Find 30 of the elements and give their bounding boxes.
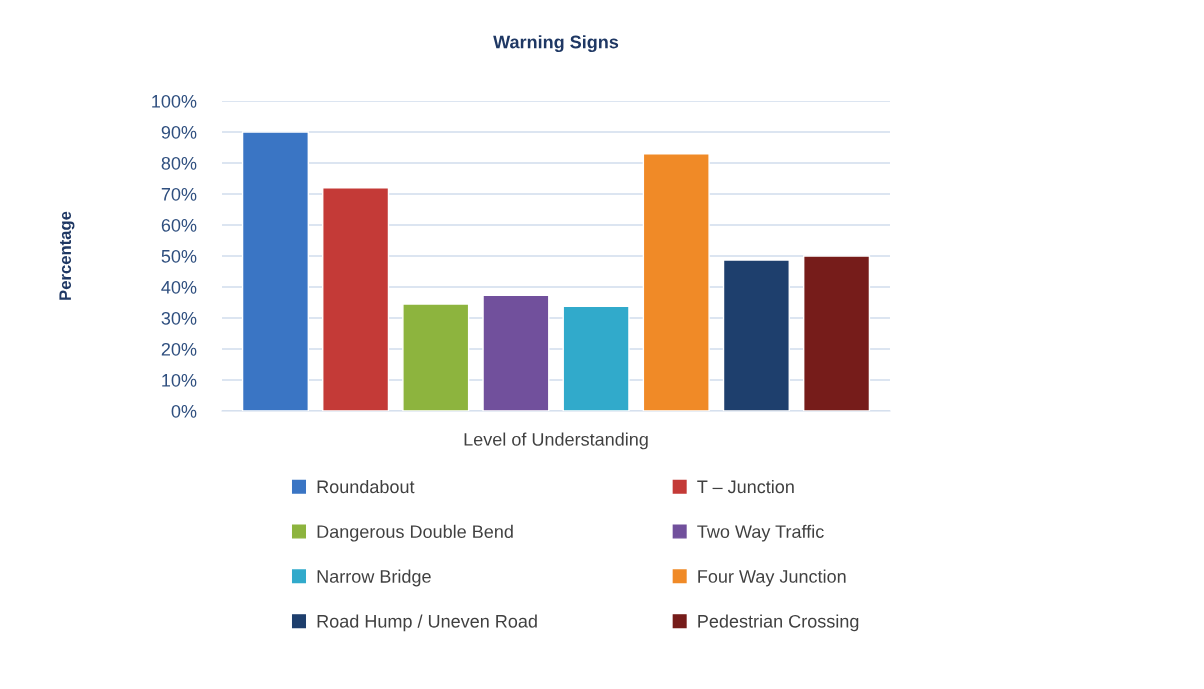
legend-label: Four Way Junction: [698, 569, 846, 587]
y-tick-label: 80%: [161, 156, 197, 170]
legend-label: Pedestrian Crossing: [698, 614, 859, 632]
legend-label: Dangerous Double Bend: [317, 524, 513, 542]
legend-label: Two Way Traffic: [697, 524, 824, 542]
y-tick-label: 50%: [161, 249, 197, 263]
legend-label: Narrow Bridge: [317, 569, 431, 587]
y-tick-label: 0%: [171, 404, 197, 418]
legend-label: Road Hump / Uneven Road: [317, 614, 537, 632]
y-axis-title: Percentage: [59, 211, 75, 300]
bar: [722, 259, 790, 411]
y-tick-label: 40%: [161, 280, 197, 294]
y-tick-label: 20%: [161, 342, 197, 356]
bar: [802, 255, 871, 411]
y-tick-label: 30%: [161, 311, 197, 325]
bar: [482, 294, 550, 411]
legend-label: Roundabout: [317, 479, 415, 494]
bar: [562, 305, 630, 411]
y-tick-label: 100%: [152, 94, 197, 108]
y-tick-label: 90%: [161, 125, 197, 139]
bar: [322, 187, 390, 411]
y-tick-label: 60%: [161, 218, 197, 232]
legend-label: T – Junction: [697, 479, 794, 494]
y-tick-label: 10%: [162, 373, 197, 387]
chart-title: Warning Signs: [493, 35, 619, 53]
x-axis-title: Level of Understanding: [464, 432, 648, 450]
y-tick-label: 70%: [161, 187, 197, 201]
bar: [402, 303, 470, 411]
bar: [642, 153, 710, 411]
bar: [241, 131, 310, 411]
